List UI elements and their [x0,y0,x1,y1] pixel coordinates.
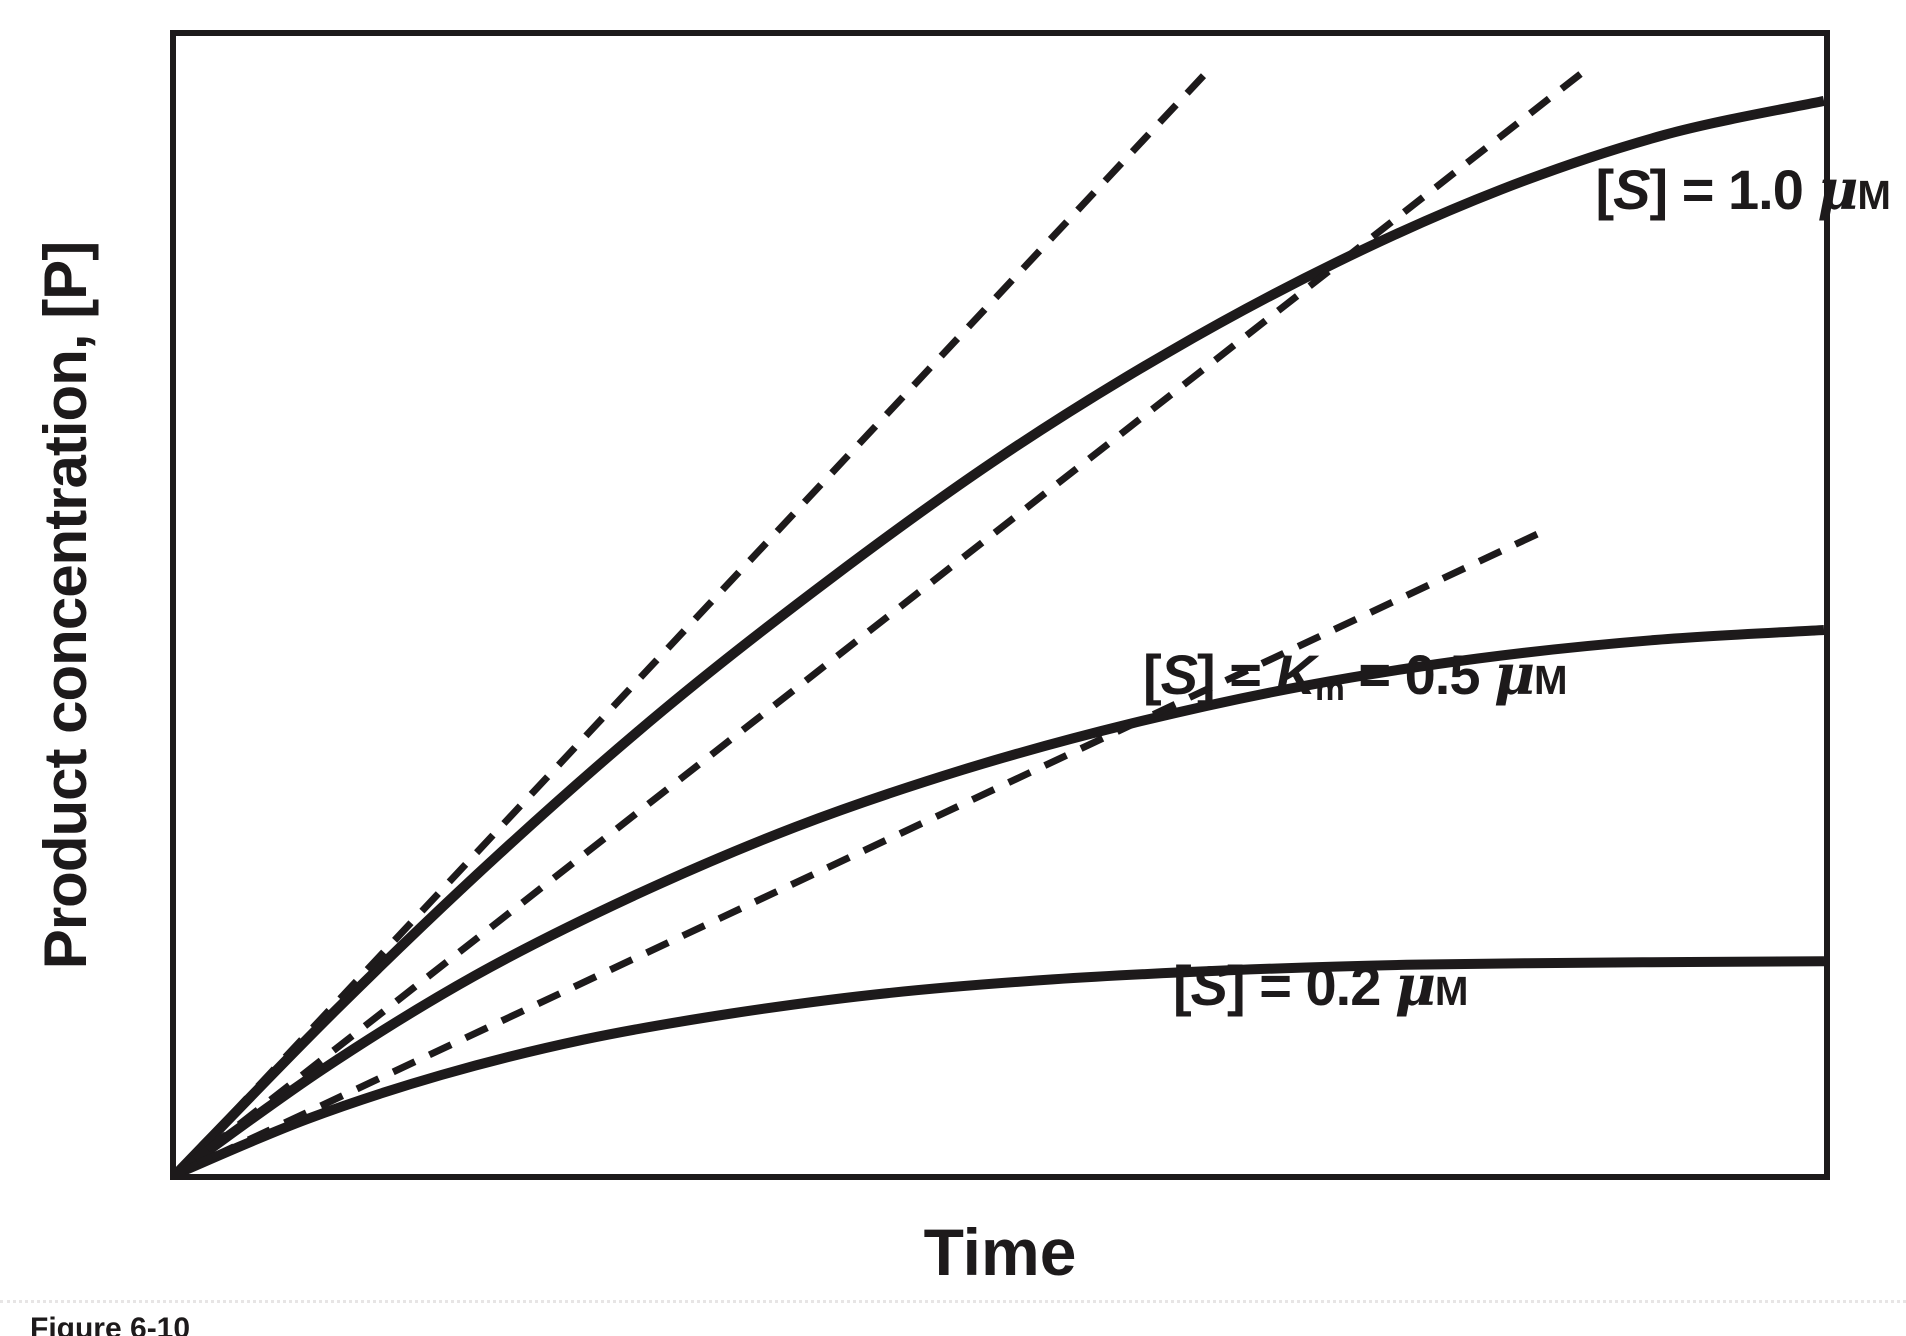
progress-curve-s-0.2-um [176,956,1824,1174]
equals-2: = [1343,643,1405,706]
substrate-symbol: S [1613,158,1650,221]
y-axis-label: Product concentration, [P] [6,165,126,1045]
equals: ] = [1227,954,1306,1017]
bracket: [ [1595,158,1615,221]
bracket: [ [1143,643,1162,706]
initial-rate-tangent-s-0.2-um [176,527,1546,1174]
molar-unit: M [1857,172,1891,218]
substrate-symbol: S [1190,954,1228,1017]
equals: ] = [1197,643,1276,706]
micro-sign: μ [1817,157,1858,223]
progress-curve-s-0.5-um [176,625,1824,1174]
molar-unit: M [1434,968,1469,1014]
value: 0.5 [1404,643,1495,706]
value: 1.0 [1728,158,1818,221]
bottom-divider [0,1300,1906,1303]
curve-label-km-0.5-um: [S] = Km = 0.5 μM [1143,642,1568,709]
equals: ] = [1649,158,1728,221]
x-axis-label: Time [923,1215,1077,1289]
bracket: [ [1173,954,1192,1017]
plot-area [170,30,1830,1180]
progress-curve-s-1.0-um [176,96,1824,1174]
molar-unit: M [1534,657,1568,703]
value: 0.2 [1305,954,1395,1017]
micro-sign: μ [1494,642,1535,708]
initial-rate-tangent-s-1.0-um [176,72,1207,1174]
plot-svg [176,65,1824,1174]
curve-label-s-0.2-um: [S] = 0.2 μM [1173,953,1469,1019]
figure-caption: Figure 6-10 [30,1312,191,1336]
substrate-symbol: S [1160,643,1198,706]
km-symbol: K [1275,643,1315,706]
y-axis-label-text: Product concentration, [P] [32,241,100,969]
initial-rate-tangent-s-0.5-um [176,65,1591,1174]
km-subscript: m [1314,671,1345,709]
micro-sign: μ [1394,953,1436,1019]
curve-label-s-1.0-um: [S] = 1.0 μM [1595,157,1891,223]
